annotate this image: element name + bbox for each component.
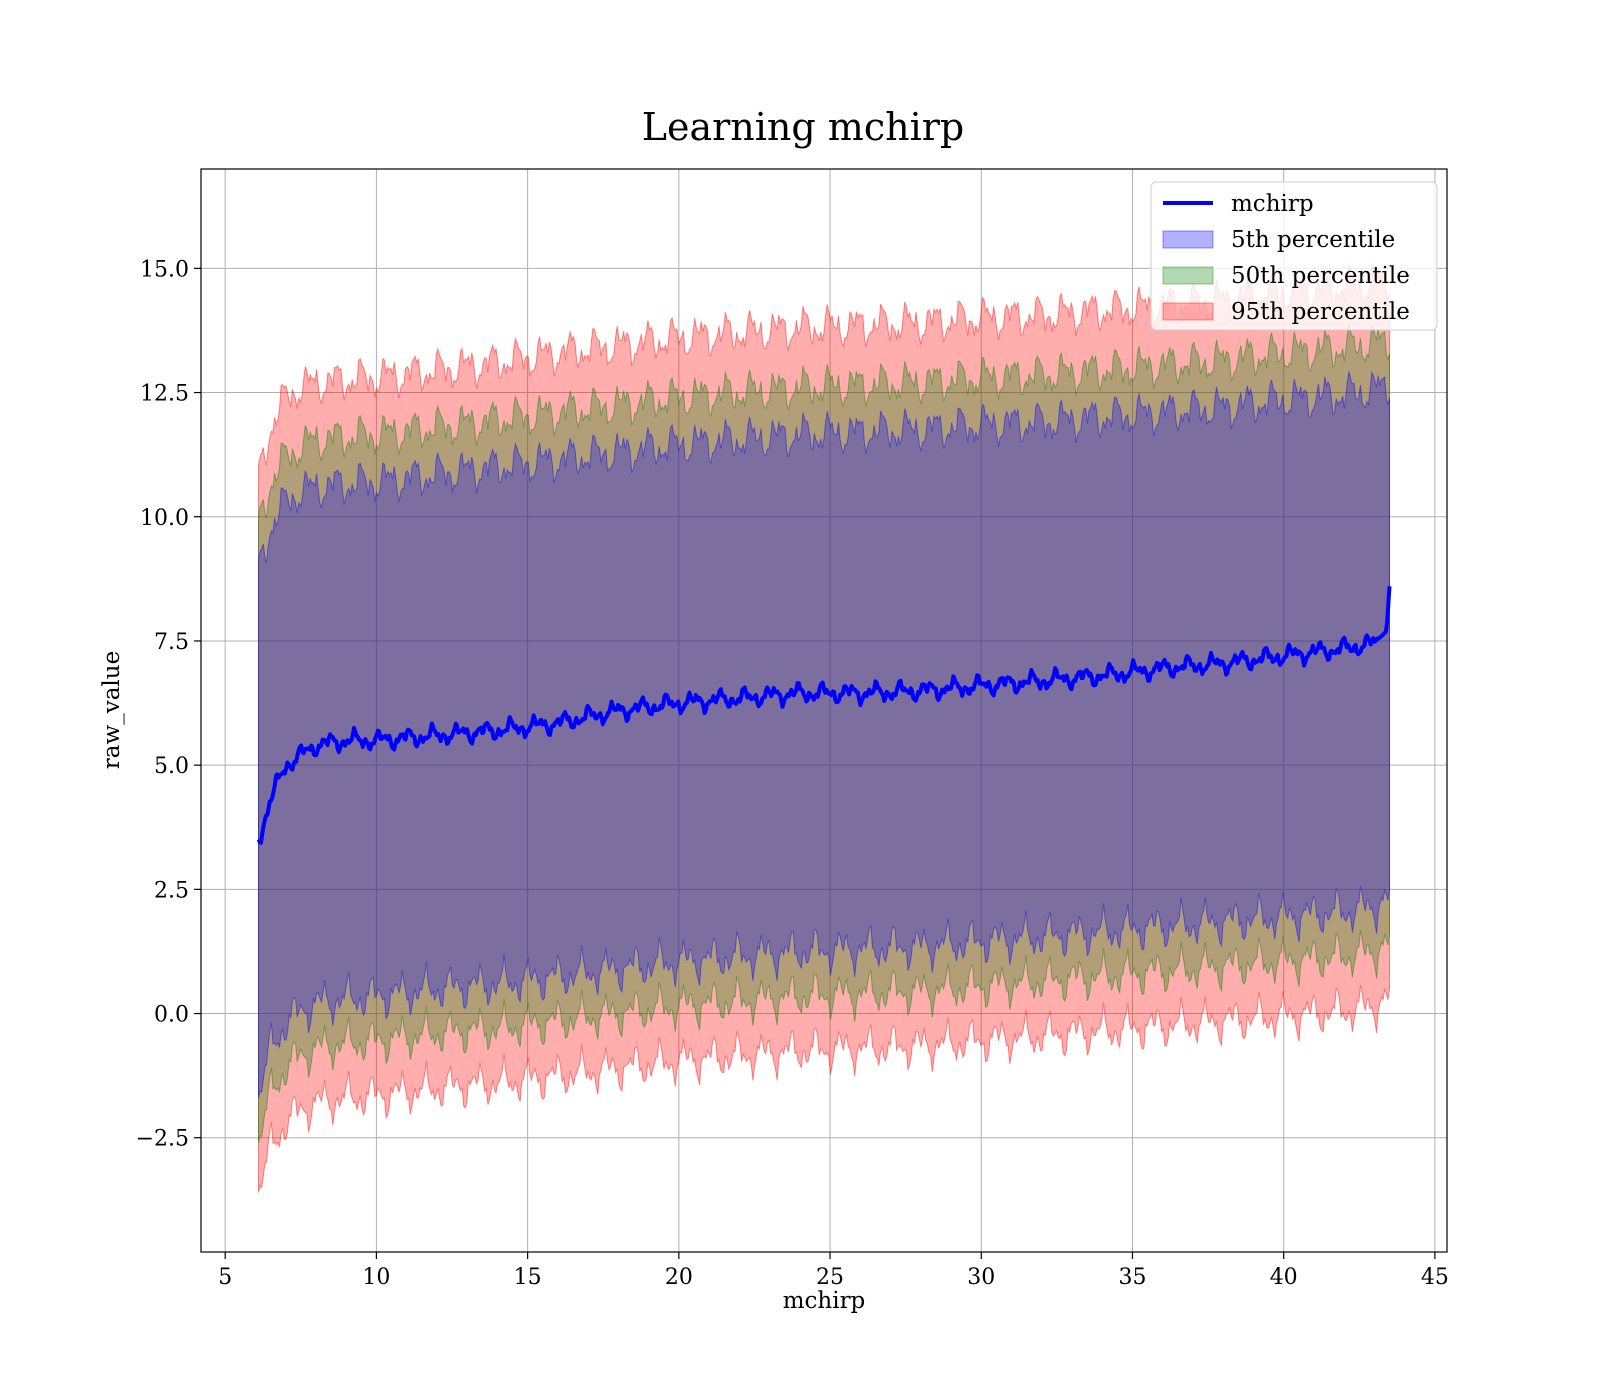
y-tick-label: −2.5 (136, 1127, 189, 1152)
line-layer (256, 586, 1392, 845)
y-tick-label: 12.5 (140, 382, 189, 407)
band-95th-percentile (258, 263, 1390, 1193)
chart-title: Learning mchirp (642, 105, 964, 149)
x-tick-label: 45 (1421, 1265, 1449, 1290)
x-tick-label: 20 (665, 1265, 693, 1290)
legend-label-50th-percentile: 50th percentile (1231, 263, 1410, 289)
y-tick-label: 0.0 (154, 1003, 189, 1028)
legend-swatch-50th-percentile (1162, 266, 1214, 285)
x-tick-label: 25 (816, 1265, 844, 1290)
x-tick-label: 30 (967, 1265, 995, 1290)
legend-swatch-95th-percentile (1162, 302, 1214, 321)
plot-frame (200, 168, 1448, 1253)
legend-label-95th-percentile: 95th percentile (1231, 299, 1410, 325)
legend: mchirp 5th percentile 50th percentile 95th … (1150, 181, 1438, 331)
x-tick-label: 15 (514, 1265, 542, 1290)
y-tick-label: 7.5 (154, 630, 189, 655)
band-layer (258, 263, 1390, 1193)
y-tick-label: 5.0 (154, 754, 189, 779)
y-tick-label: 2.5 (154, 878, 189, 903)
grid-layer (201, 169, 1447, 1252)
y-axis-label: raw_value (99, 651, 125, 769)
band-50th-percentile (258, 323, 1390, 1143)
x-tick-label: 5 (218, 1265, 232, 1290)
y-tick-label: 10.0 (140, 506, 189, 531)
x-tick-label: 35 (1118, 1265, 1146, 1290)
y-tick-label: 15.0 (140, 257, 189, 282)
tick-layer: 5 10 15 20 25 30 35 40 45 −2.5 0.0 2.5 5.0 7.5 10.0 12.… (136, 257, 1449, 1290)
x-tick-label: 40 (1270, 1265, 1298, 1290)
mchirp-line (256, 586, 1392, 845)
legend-label-5th-percentile: 5th percentile (1231, 227, 1395, 253)
legend-label-mchirp: mchirp (1231, 191, 1314, 217)
legend-box (1150, 181, 1438, 331)
band-5th-percentile (258, 370, 1390, 1099)
x-axis-label: mchirp (783, 1288, 866, 1314)
x-tick-label: 10 (362, 1265, 390, 1290)
legend-swatch-5th-percentile (1162, 230, 1214, 249)
